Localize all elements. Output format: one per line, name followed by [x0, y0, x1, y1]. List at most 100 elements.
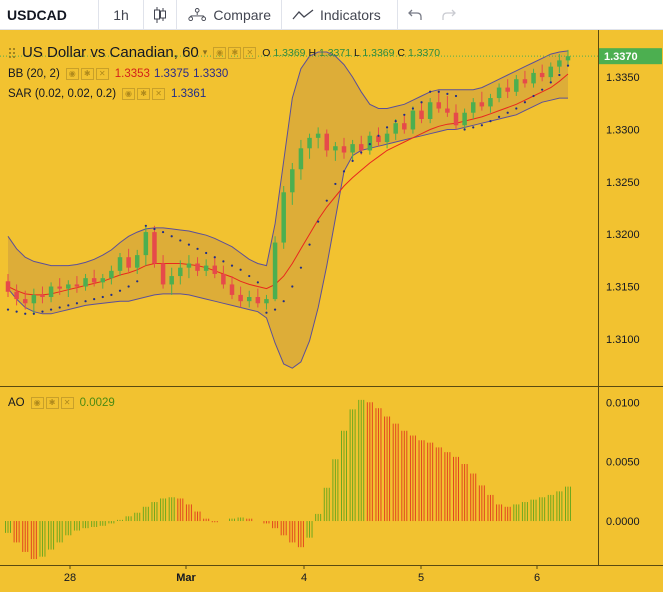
candle-body: [539, 72, 545, 78]
candle-body: [246, 297, 252, 302]
candle-body: [324, 133, 330, 151]
close-icon[interactable]: ✕: [95, 68, 109, 80]
sar-dot: [101, 295, 104, 299]
sar-dot: [256, 281, 259, 284]
indicators-button[interactable]: Indicators: [282, 0, 398, 30]
close-icon[interactable]: ✕: [60, 397, 74, 409]
price-axis-label: 1.3250: [606, 177, 640, 189]
eye-icon[interactable]: ◉: [65, 68, 79, 80]
candle-body: [341, 146, 347, 153]
open-value: 1.3369: [273, 46, 306, 59]
close-icon[interactable]: ✕: [243, 46, 257, 59]
time-axis-label: 28: [64, 572, 76, 584]
chart-area[interactable]: 1.3350 1.3300 1.3250 1.3200 1.3150 1.3100 1.33…: [0, 30, 663, 592]
compare-icon: [188, 7, 207, 21]
main-legend: US Dollar vs Canadian, 60 ▾ ◉ ✱ ✕ O 1.3369…: [8, 44, 440, 61]
sar-dot: [161, 230, 165, 234]
sar-dot: [515, 107, 518, 110]
undo-button[interactable]: [398, 0, 432, 30]
sar-dot: [205, 251, 208, 255]
sar-dot: [75, 302, 79, 305]
candle-body: [419, 110, 424, 119]
sar-dot: [351, 159, 354, 162]
candle-body: [557, 60, 562, 67]
ohlc-values: O 1.3369 H 1.3371 L 1.3369 C 1.3370: [262, 47, 440, 59]
candle-body: [445, 108, 450, 113]
ao-buttons: ◉ ✱ ✕: [30, 397, 74, 409]
time-axis-label: Mar: [176, 572, 196, 584]
compare-button[interactable]: Compare: [177, 0, 282, 30]
close-icon[interactable]: ✕: [152, 88, 166, 100]
price-axis-label: 1.3300: [606, 124, 640, 136]
sar-dot: [153, 227, 156, 231]
sar-dot: [308, 243, 311, 246]
candle-body: [212, 265, 218, 274]
sar-dot: [144, 224, 147, 227]
sar-dot: [472, 126, 475, 129]
price-chart[interactable]: 1.3350 1.3300 1.3250 1.3200 1.3150 1.3100 1.33…: [0, 30, 663, 592]
chevron-down-icon[interactable]: ▾: [202, 47, 208, 57]
time-axis-label: 6: [534, 572, 540, 584]
symbol-search-button[interactable]: USDCAD: [0, 0, 99, 30]
bb-mid-value: 1.3353: [114, 68, 150, 80]
sar-dot: [334, 182, 337, 186]
sar-dot: [497, 115, 501, 119]
compare-label: Compare: [213, 6, 271, 23]
sar-dot: [58, 306, 61, 309]
sar-dot: [317, 220, 320, 223]
eye-icon[interactable]: ◉: [213, 46, 227, 59]
candle-body: [522, 79, 528, 84]
candle-body: [100, 278, 106, 283]
time-axis-label: 5: [418, 572, 424, 584]
candle-body: [358, 144, 364, 151]
ao-histogram: [5, 399, 571, 560]
gear-icon[interactable]: ✱: [80, 68, 94, 80]
candle-body: [48, 286, 54, 297]
chart-type-button[interactable]: [144, 0, 177, 30]
bollinger-upper-line: [7, 50, 569, 267]
high-label: H: [308, 46, 317, 59]
drag-handle-icon[interactable]: [8, 47, 18, 59]
ao-axis-label: 0.0050: [606, 457, 640, 469]
sar-dot: [6, 308, 10, 311]
sar-dot: [377, 134, 380, 137]
candle-body: [40, 294, 45, 297]
gear-icon[interactable]: ✱: [137, 88, 151, 100]
candle-body: [488, 98, 493, 107]
eye-icon[interactable]: ◉: [122, 88, 136, 100]
sar-dot: [32, 312, 35, 315]
candle-body: [186, 263, 192, 268]
low-label: L: [354, 46, 360, 59]
sar-dot: [239, 268, 242, 271]
candles-group: [5, 49, 571, 314]
sar-dot: [429, 90, 432, 93]
candle-body: [134, 255, 140, 268]
candle-body: [169, 276, 174, 285]
sar-dot: [248, 274, 251, 278]
candle-body: [272, 242, 278, 300]
sar-legend: SAR (0.02, 0.02, 0.2) ◉ ✱ ✕ 1.3361: [8, 88, 206, 100]
gear-icon[interactable]: ✱: [45, 397, 59, 409]
price-axis-label: 1.3350: [606, 72, 640, 84]
sar-dot: [187, 243, 191, 246]
sar-dot: [67, 304, 70, 307]
candle-body: [565, 56, 571, 61]
gear-icon[interactable]: ✱: [228, 46, 242, 59]
interval-button[interactable]: 1h: [99, 0, 144, 30]
sar-dot: [342, 170, 346, 173]
redo-button[interactable]: [432, 0, 466, 30]
candle-body: [5, 281, 11, 292]
candle-body: [126, 257, 131, 268]
candle-body: [307, 137, 312, 149]
eye-icon[interactable]: ◉: [30, 397, 44, 409]
sar-dot: [368, 143, 371, 146]
ao-axis-label: 0.0000: [606, 516, 640, 528]
sar-dot: [170, 235, 173, 238]
time-axis-label: 4: [301, 572, 307, 584]
sar-dot: [282, 300, 285, 303]
ao-legend: AO ◉ ✱ ✕ 0.0029: [8, 397, 115, 409]
sar-dot: [558, 73, 561, 77]
sar-dot: [541, 88, 544, 91]
candle-body: [264, 299, 269, 304]
sar-dot: [454, 94, 458, 98]
